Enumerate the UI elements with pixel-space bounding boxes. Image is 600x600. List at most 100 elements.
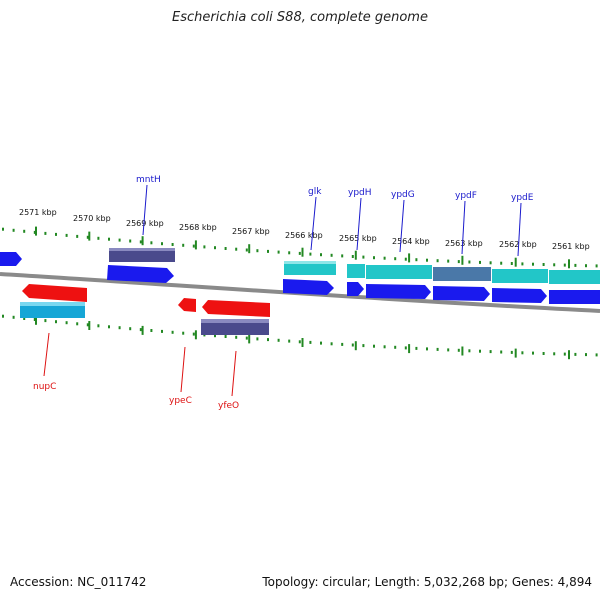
cds-ypdg[interactable]: [366, 284, 431, 299]
tick-mark: [235, 247, 238, 251]
tick-mark: [235, 335, 238, 339]
tick-mark: [182, 331, 185, 335]
feature-ypdh-misc[interactable]: [347, 264, 365, 278]
tick-mark: [224, 247, 227, 250]
tick-mark: [192, 332, 195, 336]
tick-mark: [267, 249, 269, 253]
feature-ypdf-misc[interactable]: [433, 267, 491, 281]
tick-mark: [309, 340, 312, 344]
tick-mark: [553, 352, 556, 356]
feature-ypde-misc[interactable]: [492, 269, 548, 283]
major-tick-mark: [568, 350, 570, 360]
tick-mark: [245, 248, 248, 252]
tick-mark: [426, 258, 428, 262]
genome-backbone: [0, 272, 600, 313]
tick-mark: [585, 264, 587, 268]
major-tick-mark: [248, 244, 251, 254]
tick-mark: [214, 246, 216, 250]
kbp-label: 2566 kbp: [285, 231, 323, 240]
tick-mark: [23, 317, 26, 320]
tick-mark: [330, 253, 333, 257]
tick-mark: [44, 319, 47, 323]
cds-nupc[interactable]: [22, 284, 87, 302]
cds-ypdf[interactable]: [433, 286, 490, 301]
tick-mark: [510, 350, 513, 354]
tick-mark: [436, 347, 439, 351]
gene-label-ypec: ypeC: [169, 396, 192, 406]
tick-mark: [288, 251, 291, 255]
tick-mark: [118, 238, 121, 242]
cds-glk[interactable]: [283, 279, 334, 295]
kbp-labels: 2571 kbp 2570 kbp 2569 kbp 2568 kbp 2567…: [19, 208, 590, 251]
cds-yfeo[interactable]: [202, 300, 270, 317]
major-tick-mark: [408, 344, 411, 354]
tick-mark: [479, 349, 481, 353]
major-tick-mark: [88, 321, 91, 330]
major-tick-mark: [35, 226, 37, 236]
kbp-label: 2569 kbp: [126, 219, 164, 228]
feature-mnth-misc[interactable]: [109, 248, 175, 262]
tick-mark: [383, 345, 386, 349]
cds-ypdh[interactable]: [347, 282, 364, 296]
major-tick-mark: [514, 348, 517, 358]
feature-tail-misc[interactable]: [549, 270, 600, 284]
tick-mark: [65, 321, 68, 325]
major-tick-mark: [461, 255, 464, 265]
tick-mark: [55, 320, 57, 324]
tick-mark: [489, 350, 492, 354]
map-title: Escherichia coli S88, complete genome: [172, 10, 428, 25]
tick-mark: [436, 259, 439, 263]
feature-ypdg-misc[interactable]: [366, 265, 432, 279]
reverse-gene-labels: nupC ypeC yfeO: [33, 332, 239, 411]
gene-label-ypde: ypdE: [511, 193, 534, 203]
cds-tail[interactable]: [549, 290, 600, 304]
tick-mark: [362, 255, 365, 259]
tick-mark: [309, 252, 312, 256]
tick-mark: [277, 338, 280, 342]
tick-mark: [468, 260, 471, 264]
gene-label-ypdh: ypdH: [348, 188, 372, 198]
cds-left-edge[interactable]: [0, 252, 22, 266]
kbp-label: 2561 kbp: [552, 242, 590, 251]
tick-mark: [330, 342, 333, 346]
tick-mark: [351, 343, 354, 347]
tick-mark: [76, 234, 79, 238]
cds-ypde[interactable]: [492, 288, 547, 303]
tick-mark: [595, 264, 598, 268]
tick-mark: [129, 327, 132, 331]
outer-tick-track: [2, 226, 598, 269]
major-tick-mark: [194, 240, 197, 250]
major-tick-mark: [514, 257, 517, 267]
forward-cds: [0, 252, 600, 304]
tick-mark: [288, 339, 291, 343]
tick-mark: [55, 232, 57, 236]
tick-mark: [139, 240, 142, 244]
tick-mark: [65, 233, 68, 237]
tick-mark: [542, 263, 545, 266]
tick-mark: [457, 260, 460, 264]
kbp-label: 2570 kbp: [73, 214, 111, 223]
cds-ypec[interactable]: [178, 298, 196, 312]
major-tick-mark: [141, 236, 144, 246]
tick-mark: [404, 257, 407, 261]
tick-mark: [203, 245, 206, 249]
tick-mark: [404, 346, 407, 350]
accession-text: Accession: NC_011742: [10, 575, 147, 589]
tick-mark: [108, 237, 110, 241]
tick-mark: [341, 342, 344, 346]
feature-glk-misc[interactable]: [284, 261, 336, 275]
kbp-label: 2563 kbp: [445, 239, 483, 248]
cds-mnth[interactable]: [107, 265, 174, 283]
kbp-label: 2562 kbp: [499, 240, 537, 249]
tick-mark: [192, 244, 195, 248]
tick-mark: [489, 261, 492, 265]
tick-mark: [118, 326, 121, 330]
tick-mark: [214, 334, 216, 338]
genome-summary-text: Topology: circular; Length: 5,032,268 bp…: [262, 575, 592, 589]
tick-mark: [97, 236, 100, 240]
kbp-label: 2567 kbp: [232, 227, 270, 236]
major-tick-mark: [248, 334, 251, 344]
major-tick-mark: [301, 247, 304, 257]
tick-mark: [182, 243, 185, 247]
forward-gene-labels: mntH glk ypdH ypdG ypdF ypdE: [136, 175, 534, 257]
